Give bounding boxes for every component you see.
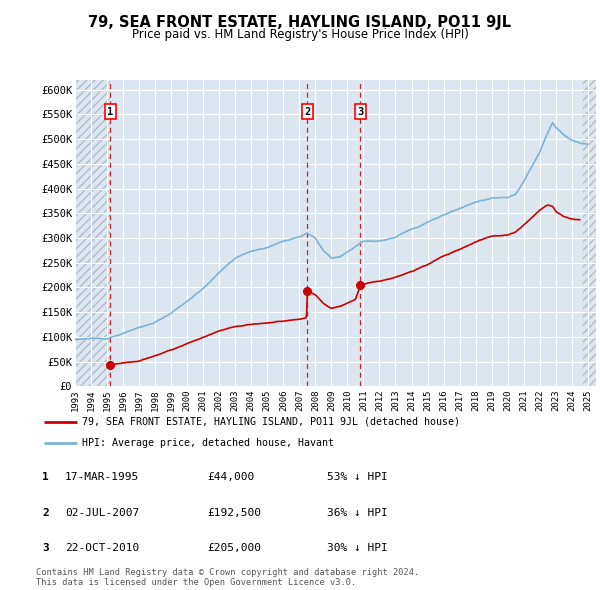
- Text: Contains HM Land Registry data © Crown copyright and database right 2024.
This d: Contains HM Land Registry data © Crown c…: [36, 568, 419, 587]
- Text: 53% ↓ HPI: 53% ↓ HPI: [327, 473, 388, 482]
- Text: 22-OCT-2010: 22-OCT-2010: [65, 543, 139, 553]
- Text: 17-MAR-1995: 17-MAR-1995: [65, 473, 139, 482]
- Text: 2: 2: [42, 508, 49, 517]
- Text: 1: 1: [107, 107, 113, 117]
- Text: £44,000: £44,000: [207, 473, 254, 482]
- Bar: [75, 80, 110, 386]
- Text: Price paid vs. HM Land Registry's House Price Index (HPI): Price paid vs. HM Land Registry's House …: [131, 28, 469, 41]
- Text: 79, SEA FRONT ESTATE, HAYLING ISLAND, PO11 9JL (detached house): 79, SEA FRONT ESTATE, HAYLING ISLAND, PO…: [82, 417, 460, 427]
- Bar: [583, 80, 596, 386]
- Text: 1: 1: [42, 473, 49, 482]
- Text: 79, SEA FRONT ESTATE, HAYLING ISLAND, PO11 9JL: 79, SEA FRONT ESTATE, HAYLING ISLAND, PO…: [88, 15, 512, 30]
- Text: 30% ↓ HPI: 30% ↓ HPI: [327, 543, 388, 553]
- Text: 36% ↓ HPI: 36% ↓ HPI: [327, 508, 388, 517]
- Text: HPI: Average price, detached house, Havant: HPI: Average price, detached house, Hava…: [82, 438, 334, 448]
- Text: 3: 3: [357, 107, 364, 117]
- Text: 3: 3: [42, 543, 49, 553]
- Text: £192,500: £192,500: [207, 508, 261, 517]
- Text: £205,000: £205,000: [207, 543, 261, 553]
- Text: 2: 2: [304, 107, 310, 117]
- Text: 02-JUL-2007: 02-JUL-2007: [65, 508, 139, 517]
